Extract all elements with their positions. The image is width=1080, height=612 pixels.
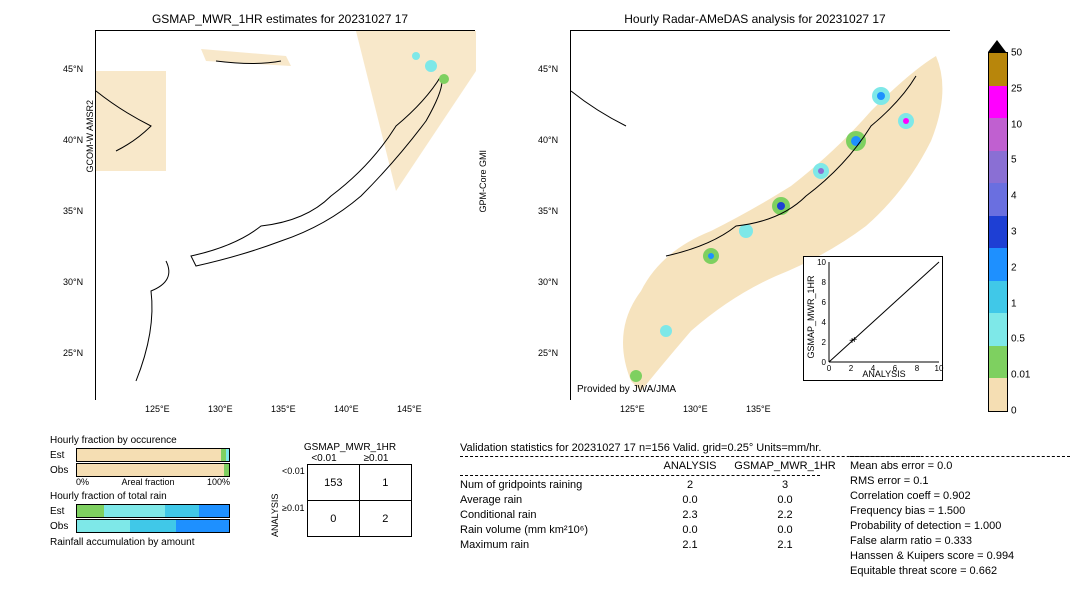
- colorbar: 502510543210.50.010: [988, 40, 1008, 412]
- row-label: Est: [50, 506, 72, 517]
- row-label: Est: [50, 450, 72, 461]
- svg-text:6: 6: [822, 298, 827, 307]
- svg-text:+: +: [851, 335, 857, 346]
- lat-tick: 45°N: [63, 64, 83, 74]
- svg-text:6: 6: [893, 364, 898, 373]
- lon-tick: 125°E: [145, 404, 170, 414]
- sat-label-right: GPM-Core GMI: [478, 150, 488, 213]
- svg-text:0: 0: [822, 358, 827, 367]
- svg-text:2: 2: [822, 338, 827, 347]
- lat-tick: 35°N: [538, 206, 558, 216]
- rain-est-bar: [76, 504, 230, 518]
- svg-text:4: 4: [822, 318, 827, 327]
- svg-text:GSMAP_MWR_1HR: GSMAP_MWR_1HR: [806, 275, 816, 359]
- rain-title: Hourly fraction of total rain: [50, 491, 230, 502]
- svg-text:8: 8: [822, 278, 827, 287]
- xaxis: 0%: [76, 477, 89, 487]
- lat-tick: 35°N: [63, 206, 83, 216]
- svg-text:ANALYSIS: ANALYSIS: [862, 369, 905, 379]
- contingency-table: 1531 02: [307, 464, 412, 537]
- svg-text:2: 2: [849, 364, 854, 373]
- occ-obs-bar: [76, 463, 230, 477]
- colorbar-cap: [988, 40, 1006, 52]
- lon-tick: 130°E: [208, 404, 233, 414]
- right-map-title: Hourly Radar-AMeDAS analysis for 2023102…: [555, 12, 955, 26]
- ct-rowlabel: <0.01: [282, 466, 305, 498]
- right-map: Provided by JWA/JMA ANALYSIS GSMAP_MWR_1…: [570, 30, 950, 400]
- lon-tick: 130°E: [683, 404, 708, 414]
- ct-cell: 0: [307, 501, 359, 537]
- svg-text:4: 4: [871, 364, 876, 373]
- svg-text:0: 0: [827, 364, 832, 373]
- lon-tick: 135°E: [271, 404, 296, 414]
- scatter-plot: ANALYSIS GSMAP_MWR_1HR 0 2 4 6 8 10 0 2 4 6 8 10 +…: [803, 256, 943, 381]
- provider-label: Provided by JWA/JMA: [577, 384, 676, 395]
- lon-tick: 125°E: [620, 404, 645, 414]
- ct-cell: 1: [359, 465, 411, 501]
- left-map-title: GSMAP_MWR_1HR estimates for 20231027 17: [80, 12, 480, 26]
- lat-tick: 40°N: [538, 135, 558, 145]
- col-header: GSMAP_MWR_1HR: [730, 460, 840, 472]
- svg-text:10: 10: [817, 258, 826, 267]
- lon-tick: 145°E: [397, 404, 422, 414]
- fraction-panel: Hourly fraction by occurence Est Obs 0% …: [50, 435, 230, 548]
- ct-collabel: <0.01: [298, 453, 350, 464]
- lat-tick: 40°N: [63, 135, 83, 145]
- validation-title: Validation statistics for 20231027 17 n=…: [460, 442, 920, 454]
- lon-tick: 135°E: [746, 404, 771, 414]
- lon-tick: 140°E: [334, 404, 359, 414]
- lat-tick: 25°N: [538, 348, 558, 358]
- rain-obs-bar: [76, 519, 230, 533]
- ct-cell: 153: [307, 465, 359, 501]
- contingency-block: GSMAP_MWR_1HR <0.01 ≥0.01 ANALYSIS <0.01…: [270, 442, 412, 537]
- svg-text:10: 10: [935, 364, 944, 373]
- xaxis: Areal fraction: [121, 477, 174, 487]
- left-map-svg: [96, 31, 476, 401]
- row-label: Obs: [50, 465, 72, 476]
- lat-tick: 45°N: [538, 64, 558, 74]
- ct-rowheader: ANALYSIS: [270, 465, 280, 537]
- ct-colheader: GSMAP_MWR_1HR: [298, 442, 402, 453]
- svg-text:8: 8: [915, 364, 920, 373]
- xaxis: 100%: [207, 477, 230, 487]
- ct-cell: 2: [359, 501, 411, 537]
- ct-collabel: ≥0.01: [350, 453, 402, 464]
- ct-rowlabel: ≥0.01: [282, 503, 305, 535]
- lat-tick: 30°N: [63, 277, 83, 287]
- metrics-block: Mean abs error = 0.0RMS error = 0.1Corre…: [850, 456, 1070, 580]
- row-label: Obs: [50, 521, 72, 532]
- sat-label-left: GCOM-W AMSR2: [85, 100, 95, 173]
- accum-title: Rainfall accumulation by amount: [50, 537, 230, 548]
- occ-est-bar: [76, 448, 230, 462]
- lat-tick: 25°N: [63, 348, 83, 358]
- col-header: ANALYSIS: [650, 460, 730, 472]
- left-map: [95, 30, 475, 400]
- occ-title: Hourly fraction by occurence: [50, 435, 230, 446]
- lat-tick: 30°N: [538, 277, 558, 287]
